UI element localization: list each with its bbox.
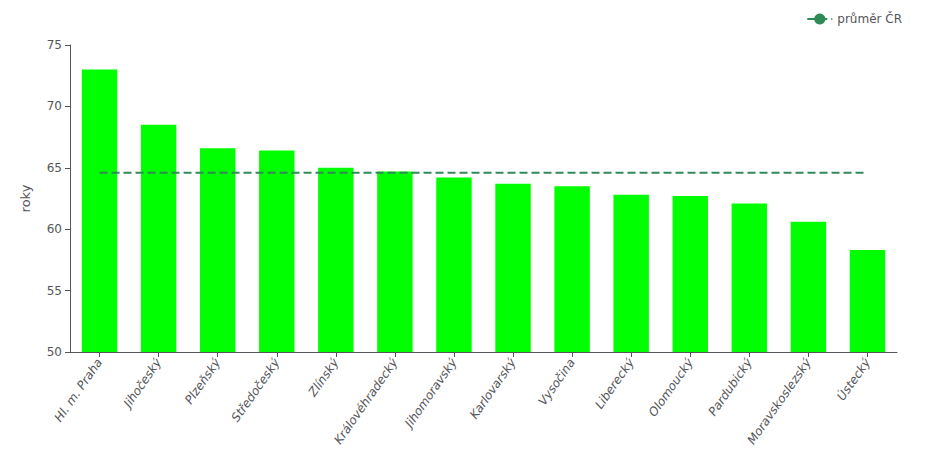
svg-text:Plzeňský: Plzeňský [182, 355, 224, 406]
svg-text:roky: roky [18, 184, 33, 212]
svg-text:Vysočina: Vysočina [535, 356, 577, 408]
svg-text:průměr ČR: průměr ČR [837, 11, 902, 26]
svg-text:Liberecký: Liberecký [592, 355, 637, 411]
svg-text:65: 65 [47, 161, 62, 175]
svg-text:Olomoucký: Olomoucký [646, 355, 697, 419]
svg-text:Hl. m. Praha: Hl. m. Praha [51, 356, 105, 424]
svg-text:Ústecký: Ústecký [833, 355, 873, 403]
svg-text:Jihomoravský: Jihomoravský [401, 355, 460, 431]
svg-text:50: 50 [47, 345, 62, 359]
svg-text:Královéhradecký: Královéhradecký [331, 355, 401, 446]
svg-text:Moravskoslezský: Moravskoslezský [745, 355, 815, 447]
svg-text:75: 75 [47, 38, 62, 52]
svg-text:Jihočeský: Jihočeský [120, 355, 165, 411]
svg-text:Pardubický: Pardubický [706, 355, 756, 418]
svg-text:Zlínský: Zlínský [305, 355, 342, 400]
svg-text:70: 70 [47, 99, 62, 113]
svg-text:Karlovarský: Karlovarský [467, 355, 519, 421]
svg-text:60: 60 [47, 222, 62, 236]
svg-text:Středočeský: Středočeský [229, 355, 283, 424]
svg-text:55: 55 [47, 284, 62, 298]
